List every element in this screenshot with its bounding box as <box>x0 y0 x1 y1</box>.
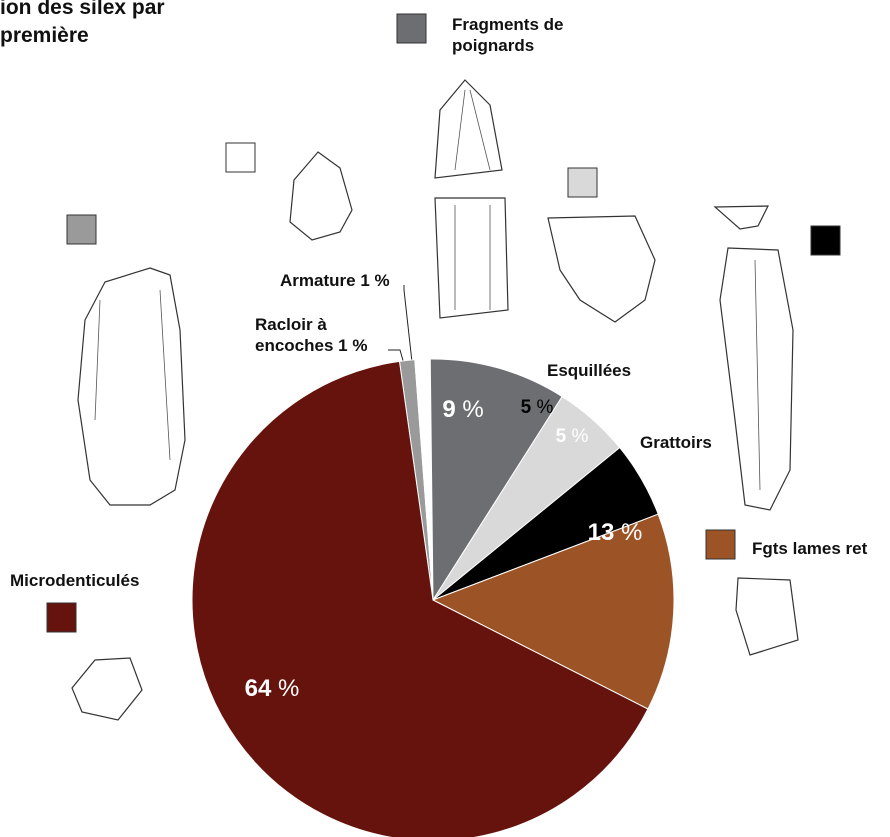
value-label: 5 % <box>556 426 589 447</box>
category-label: Racloir à encoches <box>255 315 334 355</box>
category-label: Fgts lames ret <box>752 539 868 558</box>
flint-drawings <box>71 79 799 721</box>
pie-slice <box>431 513 675 710</box>
legend-swatch <box>66 214 97 245</box>
chart-title: ion des silex par <box>0 0 165 19</box>
pie-slice <box>191 360 649 837</box>
pie-slice <box>429 358 563 602</box>
category-label: Microdenticulés <box>10 571 140 590</box>
legend-swatch <box>46 602 77 633</box>
leader-line <box>388 349 405 365</box>
value-label: 1 % <box>338 336 368 355</box>
legend-swatch <box>810 225 841 256</box>
category-label: Armature <box>280 271 356 290</box>
leader-line <box>403 285 413 363</box>
category-label: Fragments de poignards <box>452 15 564 55</box>
slice-label: Armature 1 % <box>280 270 390 291</box>
legend-swatch <box>225 142 256 173</box>
legend-swatch <box>705 529 736 560</box>
value-label: 1 % <box>360 271 390 290</box>
legend-swatch <box>396 13 427 44</box>
category-label: Esquillées <box>547 361 632 380</box>
legend-swatch <box>567 167 598 198</box>
value-label: 64 % <box>245 675 300 702</box>
value-label: 9 % <box>442 396 483 423</box>
chart-title: première <box>0 24 89 47</box>
value-label: 13 % <box>588 519 643 546</box>
category-label: Grattoirs <box>640 433 712 452</box>
value-label: 5 % <box>521 397 554 418</box>
slice-label: Racloir à encoches 1 % <box>255 314 395 356</box>
